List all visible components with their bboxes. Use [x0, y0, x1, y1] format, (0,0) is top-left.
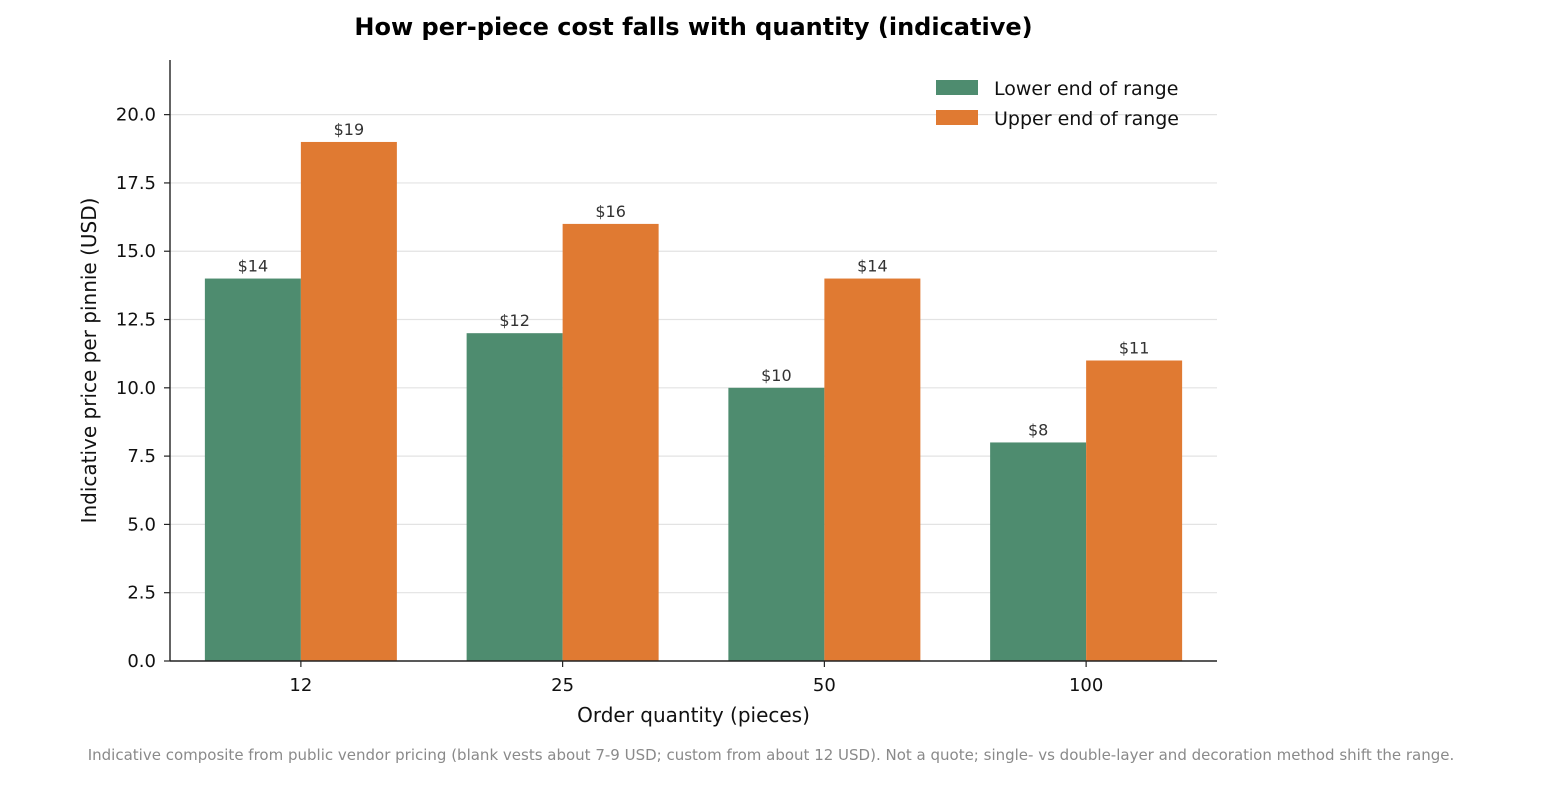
legend-swatch	[936, 80, 978, 95]
bar	[1086, 360, 1183, 661]
x-tick-label: 12	[289, 675, 312, 696]
x-tick-label: 25	[551, 675, 574, 696]
bar-value-label: $19	[334, 120, 365, 139]
bar-value-label: $16	[595, 202, 626, 221]
bar	[300, 141, 397, 662]
bar-value-label: $14	[238, 257, 269, 276]
legend-label: Upper end of range	[994, 108, 1179, 130]
y-axis-label: Indicative price per pinnie (USD)	[77, 198, 101, 524]
bar	[990, 442, 1087, 661]
x-axis-label: Order quantity (pieces)	[577, 703, 810, 727]
y-tick-label: 7.5	[127, 446, 156, 467]
y-tick-label: 10.0	[116, 378, 156, 399]
y-tick-label: 20.0	[116, 105, 156, 126]
bar-value-label: $10	[761, 366, 792, 385]
x-tick-label: 50	[813, 675, 836, 696]
bar	[466, 333, 563, 661]
legend-swatch	[936, 110, 978, 125]
y-tick-label: 17.5	[116, 173, 156, 194]
legend-label: Lower end of range	[994, 78, 1178, 100]
y-tick-label: 15.0	[116, 241, 156, 262]
bar-value-label: $11	[1119, 339, 1150, 358]
bar-value-label: $12	[499, 311, 530, 330]
bar	[562, 223, 659, 661]
footnote: Indicative composite from public vendor …	[87, 746, 1455, 764]
bar-value-label: $14	[857, 257, 888, 276]
bar	[824, 278, 921, 661]
y-tick-label: 0.0	[127, 651, 156, 672]
y-tick-label: 5.0	[127, 514, 156, 535]
bar-value-label: $8	[1028, 420, 1048, 439]
y-tick-label: 2.5	[127, 583, 156, 604]
y-tick-label: 12.5	[116, 310, 156, 331]
bar	[728, 387, 825, 661]
chart-title: How per-piece cost falls with quantity (…	[354, 13, 1032, 41]
bar	[204, 278, 301, 661]
x-tick-label: 100	[1069, 675, 1103, 696]
